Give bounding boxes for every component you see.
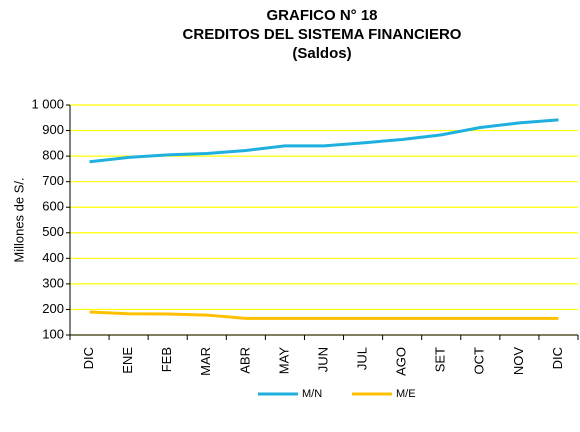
y-axis-label: Millones de S/. [11,177,26,262]
x-tick-label: AGO [394,347,409,376]
x-tick-label: OCT [472,347,487,375]
x-tick-label: ENE [120,347,135,374]
y-tick-label: 700 [42,173,64,188]
y-tick-label: 900 [42,122,64,137]
y-tick-label: 400 [42,250,64,265]
y-tick-label: 800 [42,148,64,163]
y-tick-label: 200 [42,301,64,316]
x-tick-label: FEB [159,347,174,372]
x-tick-label: JUL [355,347,370,370]
y-tick-label: 600 [42,199,64,214]
x-tick-label: ABR [237,347,252,374]
chart-title: (Saldos) [292,45,351,62]
legend-label: M/E [396,388,416,400]
chart-title: GRAFICO N° 18 [266,7,377,24]
y-tick-label: 1 000 [31,96,64,111]
x-tick-label: JUN [315,347,330,372]
y-tick-label: 500 [42,224,64,239]
x-tick-label: MAR [198,347,213,376]
chart-title: CREDITOS DEL SISTEMA FINANCIERO [183,26,462,43]
x-tick-label: MAY [276,347,291,375]
y-tick-label: 300 [42,275,64,290]
y-tick-label: 100 [42,326,64,341]
x-tick-label: NOV [511,347,526,376]
legend-label: M/N [302,388,322,400]
x-tick-label: DIC [550,347,565,369]
x-tick-label: DIC [81,347,96,369]
series-line [89,118,559,164]
x-tick-label: SET [433,347,448,372]
series-line [89,310,559,320]
